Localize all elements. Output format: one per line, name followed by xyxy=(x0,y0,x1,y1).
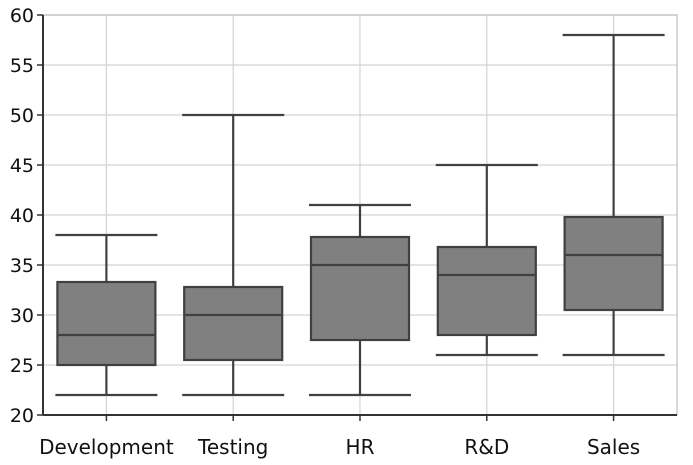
y-tick-label: 25 xyxy=(10,355,34,377)
boxes-layer xyxy=(55,33,665,397)
iqr-box xyxy=(436,245,537,337)
y-tick-label: 40 xyxy=(10,205,34,227)
iqr-box xyxy=(183,285,284,362)
iqr-box xyxy=(309,235,411,342)
box-r-d xyxy=(435,163,538,357)
x-category-label: Development xyxy=(39,435,174,459)
x-category-label: Sales xyxy=(587,435,640,459)
x-category-label: R&D xyxy=(464,435,509,459)
y-tick-label: 45 xyxy=(10,155,34,177)
y-tick-label: 20 xyxy=(10,405,34,427)
tick-labels: 20 25 30 35 40 45 50 55 60 Development Testing HR R&… xyxy=(10,5,640,459)
x-category-label: Testing xyxy=(197,435,268,459)
box-testing xyxy=(182,113,285,397)
box-development xyxy=(55,233,158,397)
y-tick-label: 30 xyxy=(10,305,34,327)
y-tick-label: 55 xyxy=(10,55,34,77)
iqr-box xyxy=(563,215,664,312)
box-hr xyxy=(309,203,411,397)
y-tick-label: 50 xyxy=(10,105,34,127)
iqr-box xyxy=(56,280,157,367)
y-tick-label: 60 xyxy=(10,5,34,27)
x-category-label: HR xyxy=(346,435,375,459)
axes xyxy=(37,14,677,421)
box-sales xyxy=(562,33,665,357)
y-tick-label: 35 xyxy=(10,255,34,277)
